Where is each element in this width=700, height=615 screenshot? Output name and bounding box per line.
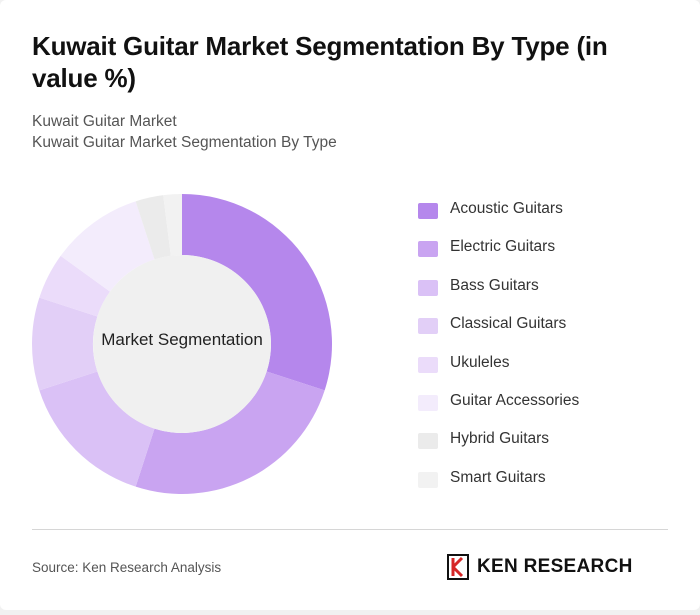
donut-chart	[32, 194, 332, 494]
legend-swatch	[418, 241, 438, 258]
breadcrumb-market: Kuwait Guitar Market	[32, 113, 177, 130]
donut-slice-classical-guitars	[32, 297, 98, 391]
legend-item: Acoustic Guitars	[418, 198, 579, 236]
legend-label: Acoustic Guitars	[450, 200, 563, 217]
footer-divider	[32, 529, 668, 530]
legend-label: Ukuleles	[450, 353, 510, 371]
legend-label: Smart Guitars	[450, 468, 546, 486]
legend-label: Electric Guitars	[450, 238, 556, 256]
legend-swatch	[418, 356, 438, 373]
legend-item: Bass Guitars	[418, 275, 579, 313]
legend-item: Hybrid Guitars	[418, 428, 579, 466]
legend-swatch	[418, 279, 438, 296]
legend-item: Guitar Accessories	[418, 390, 579, 428]
legend-swatch	[418, 203, 438, 219]
breadcrumb-segmentation: Kuwait Guitar Market Segmentation By Typ…	[32, 134, 337, 151]
legend-item: Ukuleles	[418, 352, 579, 390]
donut-slice-smart-guitars	[163, 194, 182, 256]
donut-slice-guitar-accessories	[60, 201, 155, 292]
ken-research-logo: KEN RESEARCH	[447, 552, 633, 582]
donut-slice-bass-guitars	[39, 371, 155, 487]
legend-label: Hybrid Guitars	[450, 430, 550, 448]
donut-slice-hybrid-guitars	[135, 195, 171, 260]
chart-title: Kuwait Guitar Market Segmentation By Typ…	[32, 31, 608, 93]
donut-slice-ukuleles	[39, 255, 110, 317]
donut-center-label: Market Segmentation	[101, 330, 263, 349]
donut-slice-electric-guitars	[135, 371, 325, 494]
legend-label: Classical Guitars	[450, 315, 567, 333]
legend-item: Classical Guitars	[418, 313, 579, 351]
ken-research-logo-icon	[447, 554, 469, 580]
legend-label: Guitar Accessories	[450, 391, 580, 409]
legend-swatch	[418, 433, 438, 450]
legend-swatch	[418, 394, 438, 411]
donut-slice-acoustic-guitars	[182, 194, 332, 391]
legend-label: Bass Guitars	[450, 276, 539, 294]
legend-swatch	[418, 318, 438, 335]
ken-research-logo-text: KEN RESEARCH	[477, 556, 633, 577]
chart-legend: Acoustic Guitars Electric Guitars Bass Gui…	[418, 198, 579, 505]
legend-swatch	[418, 471, 438, 488]
legend-item: Electric Guitars	[418, 236, 579, 274]
donut-hole	[93, 255, 271, 433]
legend-item: Smart Guitars	[418, 467, 579, 505]
source-note: Source: Ken Research Analysis	[32, 560, 222, 575]
